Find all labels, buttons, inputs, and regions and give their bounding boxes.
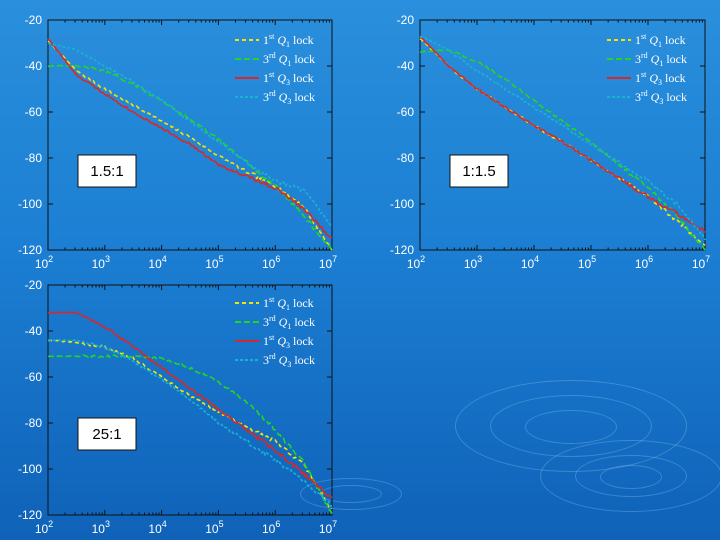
chart1-legend-entry: 1st Q3 lock (263, 70, 314, 87)
chart3-series-line (47, 311, 333, 499)
chart2-legend-entry: 1st Q1 lock (635, 32, 686, 49)
chart3-legend-entry: 1st Q3 lock (263, 333, 314, 350)
chart1-x-tick-label: 103 (92, 254, 110, 271)
chart1-y-tick-label: -80 (25, 151, 43, 165)
water-ripple-decoration (575, 455, 687, 497)
chart3-x-tick-label: 106 (262, 519, 280, 536)
chart2-y-tick-label: -100 (390, 197, 414, 211)
chart1-y-tick-label: -120 (18, 243, 42, 257)
chart2-series-line (419, 35, 706, 241)
chart2-legend-entry: 1st Q3 lock (635, 70, 686, 87)
chart3-y-tick-label: -60 (25, 370, 43, 384)
chart2-series-line (419, 49, 706, 251)
chart3-series-line (47, 338, 333, 508)
chart2-ratio-annotation-box (449, 154, 509, 188)
chart2-legend-entry: 3rd Q1 lock (635, 51, 687, 68)
chart1-y-tick-label: -40 (25, 59, 43, 73)
chart1-series-line (47, 42, 333, 228)
chart3-x-tick-label: 107 (319, 519, 337, 536)
chart1-series-line (47, 40, 333, 251)
chart2-x-tick-label: 102 (407, 254, 425, 271)
chart3-legend-entry: 3rd Q1 lock (263, 314, 315, 331)
chart1-y-tick-label: -60 (25, 105, 43, 119)
chart2-ratio-annotation: 1:1.5 (462, 163, 495, 180)
water-ripple-decoration (600, 465, 662, 489)
chart3-legend-entry: 1st Q1 lock (263, 295, 314, 312)
chart2-series-line (419, 35, 706, 234)
chart3-y-tick-label: -40 (25, 324, 43, 338)
chart2-legend-entry: 3rd Q3 lock (635, 89, 687, 106)
chart2-x-tick-label: 103 (464, 254, 482, 271)
chart3-series-line (47, 354, 333, 514)
chart1-x-tick-label: 107 (319, 254, 337, 271)
water-ripple-decoration (540, 440, 720, 512)
chart3-ratio-annotation: 25:1 (92, 426, 121, 443)
chart1-x-tick-label: 105 (205, 254, 223, 271)
chart1-x-tick-label: 106 (262, 254, 280, 271)
chart1-plot-frame (47, 19, 333, 251)
chart2-y-tick-label: -60 (397, 105, 415, 119)
chart1-legend-entry: 3rd Q3 lock (263, 89, 315, 106)
chart3-x-tick-label: 104 (148, 519, 166, 536)
chart3-series-line (47, 339, 333, 510)
water-ripple-decoration (525, 410, 617, 444)
chart1-series-line (47, 64, 333, 250)
chart1-y-tick-label: -100 (18, 197, 42, 211)
chart3-x-tick-label: 105 (205, 519, 223, 536)
chart2-x-tick-label: 106 (635, 254, 653, 271)
chart1-series-line (47, 38, 333, 239)
chart3-x-tick-label: 103 (92, 519, 110, 536)
chart3-y-tick-label: -100 (18, 462, 42, 476)
chart2-x-tick-label: 107 (692, 254, 710, 271)
chart1-legend-entry: 1st Q1 lock (263, 32, 314, 49)
chart3-y-tick-label: -120 (18, 508, 42, 522)
chart3-ratio-annotation-box (77, 417, 137, 451)
chart1-ratio-annotation: 1.5:1 (90, 163, 123, 180)
chart2-y-tick-label: -80 (397, 151, 415, 165)
chart1-ratio-annotation-box (77, 154, 137, 188)
chart2-x-tick-label: 105 (578, 254, 596, 271)
chart1-y-tick-label: -20 (25, 13, 43, 27)
chart1-x-tick-label: 104 (148, 254, 166, 271)
chart2-plot-frame (419, 19, 706, 251)
chart2-y-tick-label: -20 (397, 13, 415, 27)
chart2-x-tick-label: 104 (521, 254, 539, 271)
water-ripple-decoration (300, 478, 402, 510)
chart3-legend-entry: 3rd Q3 lock (263, 352, 315, 369)
chart1-legend-entry: 3rd Q1 lock (263, 51, 315, 68)
chart2-y-tick-label: -120 (390, 243, 414, 257)
chart3-y-tick-label: -80 (25, 416, 43, 430)
chart3-y-tick-label: -20 (25, 278, 43, 292)
chart3-plot-frame (47, 284, 333, 516)
chart2-y-tick-label: -40 (397, 59, 415, 73)
chart3-x-tick-label: 102 (35, 519, 53, 536)
chart1-x-tick-label: 102 (35, 254, 53, 271)
